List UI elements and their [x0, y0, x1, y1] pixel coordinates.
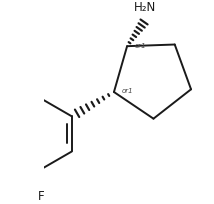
Text: H₂N: H₂N: [134, 1, 156, 14]
Text: F: F: [38, 190, 45, 203]
Text: or1: or1: [121, 88, 133, 94]
Text: or1: or1: [135, 42, 146, 49]
